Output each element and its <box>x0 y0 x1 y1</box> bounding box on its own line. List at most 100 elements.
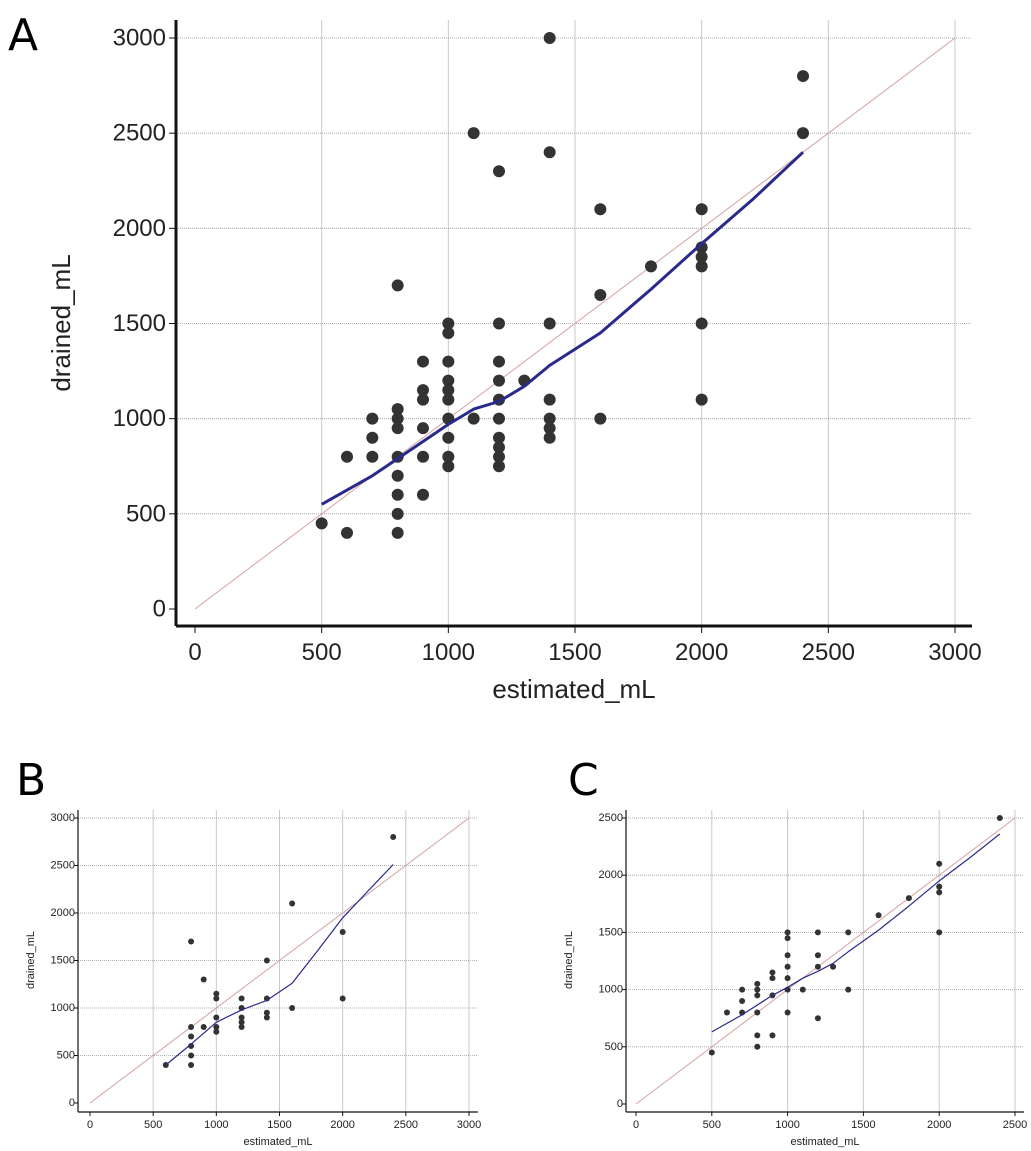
panel-c-y-tick-label: 2000 <box>599 869 623 881</box>
panel-a-data-point <box>442 374 455 387</box>
panel-a-data-point <box>797 127 809 140</box>
panel-c-data-point <box>936 929 943 936</box>
panel-b-x-tick-label: 0 <box>87 1119 93 1131</box>
panel-b-data-point <box>188 1033 195 1040</box>
panel-a-data-point <box>695 260 708 273</box>
panel-b-data-point <box>213 1028 220 1035</box>
panel-c-data-point <box>754 992 761 999</box>
panel-c-y-tick-label: 500 <box>605 1041 623 1053</box>
panel-b-data-point <box>213 1024 220 1030</box>
panel-a-data-point <box>442 355 455 368</box>
panel-b-data-point <box>200 1024 207 1030</box>
panel-c-data-point <box>784 929 791 936</box>
panel-a-data-point <box>543 146 556 159</box>
panel-b-data-point <box>339 929 346 935</box>
panel-a-data-point <box>543 431 556 444</box>
panel-a-y-axis-label: drained_mL <box>46 254 76 391</box>
panel-c-x-tick-label: 2500 <box>1003 1119 1027 1131</box>
panel-b-x-tick-label: 1500 <box>267 1119 291 1131</box>
panel-b-x-tick-label: 500 <box>144 1119 162 1131</box>
panel-a-data-point <box>493 441 505 454</box>
panel-c-data-point <box>799 986 806 993</box>
panel-c-data-point <box>754 986 761 993</box>
panel-a-data-point <box>391 507 404 520</box>
panel-b-y-tick-label: 500 <box>57 1050 75 1062</box>
panel-a-data-point <box>493 450 505 463</box>
panel-b-data-point <box>263 1009 270 1016</box>
panel-b-data-point <box>263 1014 270 1021</box>
panel-a-data-point <box>417 450 429 463</box>
panel-b-x-tick-label: 3000 <box>457 1119 481 1131</box>
panel-a-data-point <box>442 317 455 330</box>
panel-a-data-point <box>543 412 556 425</box>
panel-a-data-point <box>366 431 379 444</box>
panel-c: C 0 500 1000 1500 2000 2500 0 500 1000 1500 2000 25… <box>563 755 1027 1148</box>
panel-a-x-tick-label: 1000 <box>422 639 475 666</box>
panel-a-data-point <box>366 412 379 425</box>
panel-c-y-tick-label: 0 <box>617 1098 623 1110</box>
panel-a-data-point <box>417 422 429 435</box>
panel-a-y-tick-label: 1500 <box>113 310 166 337</box>
panel-b-y-tick-label: 3000 <box>51 812 75 824</box>
panel-b-data-point <box>213 990 220 997</box>
panel-c-data-point <box>845 986 852 993</box>
panel-a-fit-line <box>320 151 805 506</box>
panel-b-y-tick-label: 2500 <box>51 860 75 872</box>
panel-a-y-tick-label: 2500 <box>113 120 166 147</box>
panel-a-data-point <box>543 393 556 406</box>
panel-c-data-point <box>814 963 821 970</box>
panel-b-data-point <box>200 976 207 983</box>
panel-a-x-tick-label: 1500 <box>548 639 601 666</box>
panel-c-data-point <box>936 883 943 890</box>
panel-c-x-axis-label: estimated_mL <box>790 1136 859 1148</box>
panel-a-data-point <box>467 412 480 425</box>
panel-b-data-point <box>238 1024 245 1030</box>
panel-a-data-point <box>391 469 404 482</box>
panel-c-data-point <box>936 860 943 867</box>
panel-c-data-point <box>905 895 912 902</box>
panel-a-x-axis-label: estimated_mL <box>492 674 655 704</box>
panel-a-x-tick-label: 0 <box>188 639 201 666</box>
panel-a-data-point <box>315 517 328 530</box>
panel-c-data-point <box>784 1009 791 1016</box>
panel-a-data-point <box>493 460 505 473</box>
panel-c-data-point <box>769 969 776 976</box>
panel-a-data-point <box>391 488 404 501</box>
panel-b-data-point <box>238 1019 245 1026</box>
panel-b-data-point <box>289 900 296 907</box>
panel-a-y-tick-label: 0 <box>153 596 166 623</box>
panel-b-y-tick-label: 2000 <box>51 907 75 919</box>
panel-c-y-axis-label: drained_mL <box>563 931 575 989</box>
panel-c-data-point <box>769 975 776 982</box>
panel-c-data-point <box>845 929 852 936</box>
panel-a-data-point <box>391 279 404 292</box>
panel-c-y-tick-label: 1500 <box>599 926 623 938</box>
panel-c-data-point <box>875 912 882 919</box>
panel-c-data-point <box>784 952 791 959</box>
panel-a-data-point <box>442 384 455 397</box>
panel-a-data-point <box>594 203 607 216</box>
panel-c-data-point <box>739 986 746 993</box>
panel-c-data-point <box>739 998 746 1005</box>
panel-c-data-point <box>814 952 821 959</box>
panel-c-identity-line <box>635 817 1016 1105</box>
panel-a-data-point <box>594 412 607 425</box>
panel-a-x-tick-label: 3000 <box>928 639 981 666</box>
panel-a-data-point <box>442 450 455 463</box>
panel-a-data-point <box>442 327 455 340</box>
panel-b-y-axis-label: drained_mL <box>25 931 37 989</box>
panel-c-data-point <box>784 975 791 982</box>
panel-c-x-tick-label: 2000 <box>927 1119 951 1131</box>
panel-b-data-point <box>213 1014 220 1021</box>
panel-c-y-tick-label: 2500 <box>599 812 623 824</box>
panel-b-data-point <box>188 1062 195 1068</box>
panel-b-y-tick-label: 0 <box>69 1097 75 1109</box>
panel-c-data-point <box>723 1009 730 1016</box>
panel-c-fit-line <box>711 833 1001 1033</box>
panel-b-data-point <box>188 1043 195 1049</box>
panel-b-x-tick-label: 2500 <box>394 1119 418 1131</box>
panel-a-x-tick-label: 2000 <box>675 639 728 666</box>
panel-a-x-tick-label: 500 <box>302 639 342 666</box>
panel-a-data-point <box>341 450 353 463</box>
panel-a-data-point <box>417 355 429 368</box>
